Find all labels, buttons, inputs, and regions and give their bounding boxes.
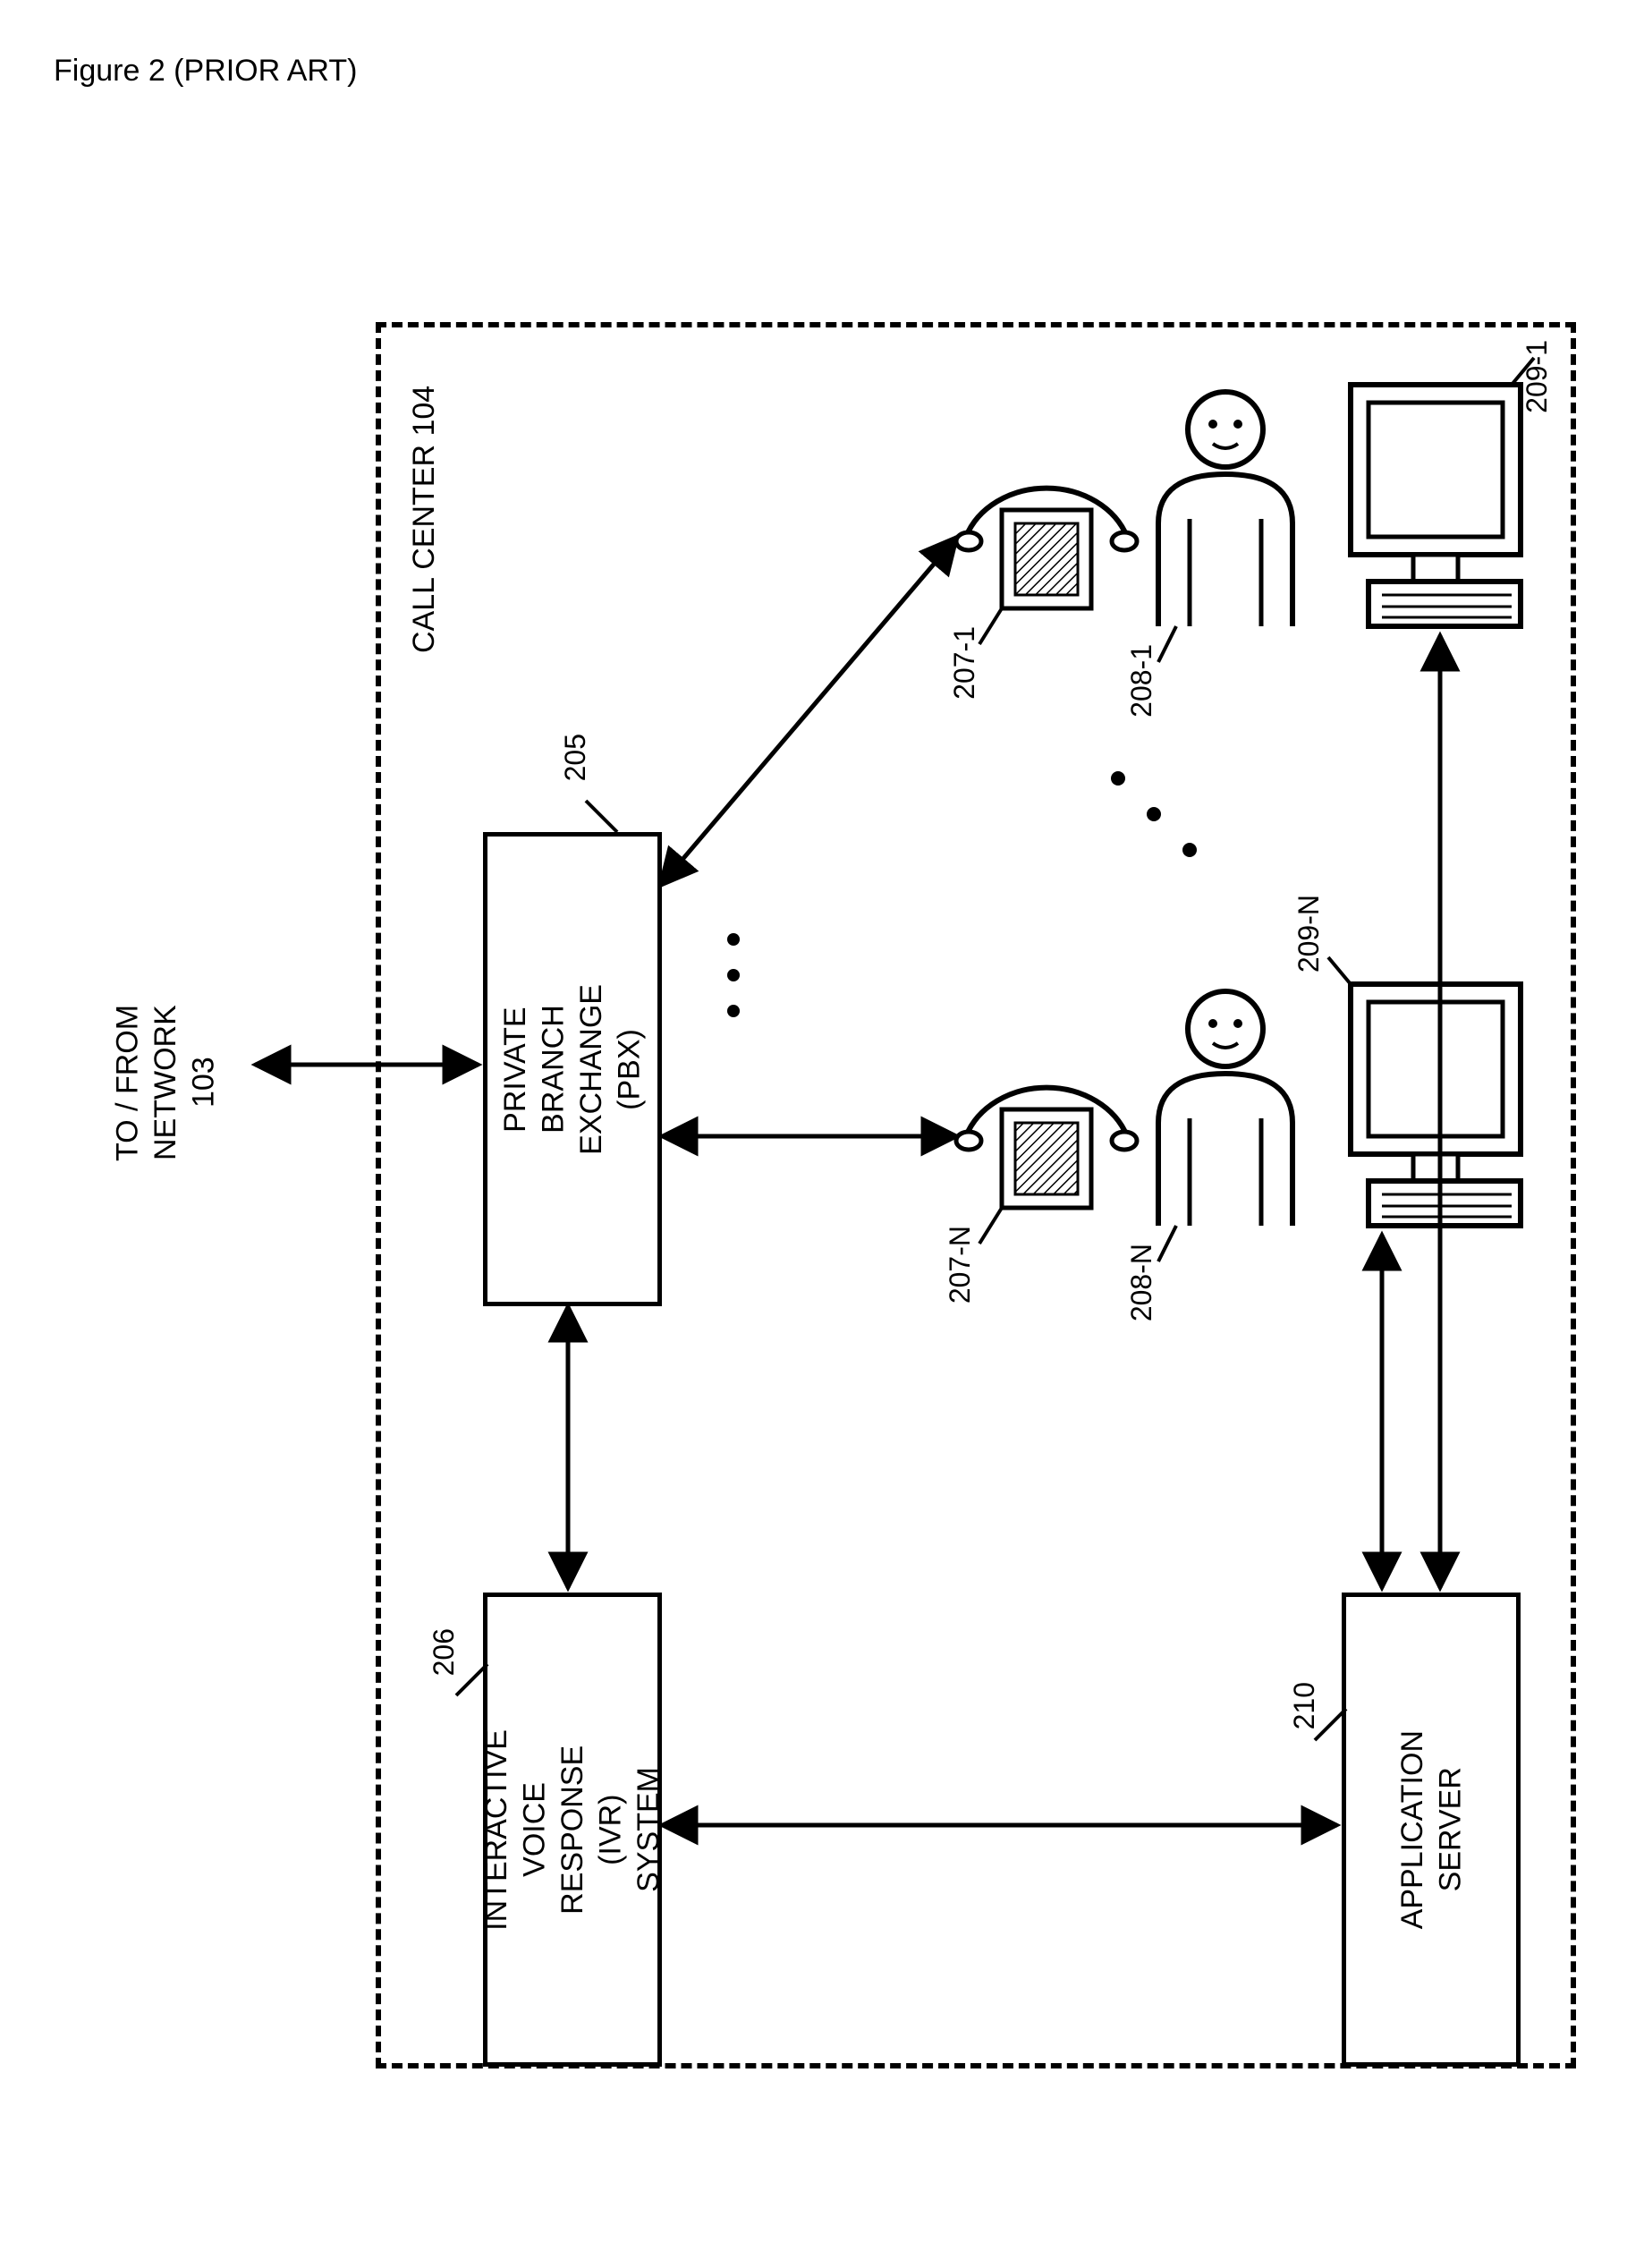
person-icon-bottom [1158, 991, 1292, 1226]
ref-207-1: 207-1 [948, 626, 981, 700]
ref-208-n: 208-N [1125, 1244, 1158, 1321]
terminal-icon-bottom [1351, 984, 1521, 1226]
arrow-pbx-phone-top [660, 537, 957, 886]
dot [727, 1005, 740, 1017]
agent-bottom [956, 957, 1521, 1261]
terminal-icon-top [1351, 385, 1521, 626]
dot [1182, 843, 1197, 857]
diagram-svg [0, 0, 1644, 2268]
leader-appserver [1315, 1709, 1346, 1740]
person-icon-top [1158, 392, 1292, 626]
dot [1111, 771, 1125, 786]
ref-209-n: 209-N [1292, 895, 1326, 973]
dot [727, 933, 740, 946]
leader-ivr [456, 1664, 487, 1695]
leader-pbx [586, 801, 617, 832]
ref-207-n: 207-N [944, 1226, 977, 1304]
dot [1147, 807, 1161, 821]
agent-top [956, 358, 1534, 662]
ref-208-1: 208-1 [1125, 644, 1158, 718]
dot [727, 969, 740, 981]
ref-209-1: 209-1 [1521, 340, 1554, 413]
